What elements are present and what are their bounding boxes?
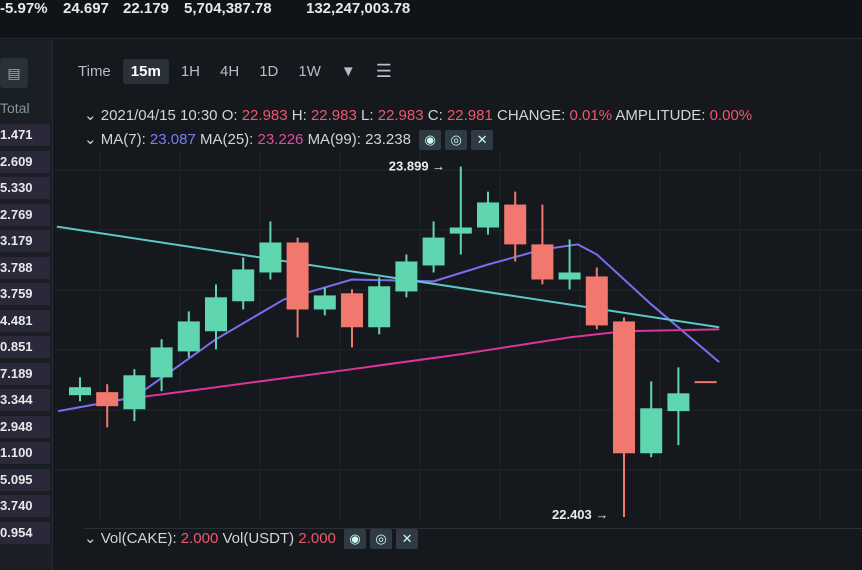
tab-time[interactable]: Time xyxy=(78,62,111,80)
ma7-value: 23.087 xyxy=(149,131,196,148)
order-book-total: 3.740 xyxy=(0,495,50,517)
candle-up xyxy=(395,261,418,292)
tab-1d[interactable]: 1D xyxy=(259,62,279,80)
settings-icon[interactable]: ◎ xyxy=(370,529,393,550)
total-header: Total xyxy=(0,100,30,116)
change-value: 0.01% xyxy=(569,107,613,124)
ticker-vol-quote: 132,247,003.78 xyxy=(306,0,411,17)
caret-down-icon[interactable]: ▼ xyxy=(340,62,356,80)
ma25-label: MA(25): xyxy=(199,131,254,148)
ohlc-legend: ⌄ 2021/04/15 10:30 O: 22.983 H: 22.983 L… xyxy=(84,106,752,124)
eye-icon[interactable]: ◉ xyxy=(419,130,442,151)
order-book-total: 2.769 xyxy=(0,203,50,226)
close-icon[interactable]: ✕ xyxy=(396,529,419,550)
candle-up xyxy=(558,272,581,280)
order-book-total: 0.954 xyxy=(0,521,50,544)
volume-legend: ⌄ Vol(CAKE): 2.000 Vol(USDT) 2.000 ◉ ◎ ✕ xyxy=(84,528,862,550)
settings-icon[interactable]: ◎ xyxy=(445,130,468,151)
candle-up xyxy=(150,347,173,378)
order-book-total: 2.609 xyxy=(0,150,50,173)
tab-1h[interactable]: 1H xyxy=(180,62,200,80)
ticker-change: -5.97% xyxy=(0,0,48,17)
price-annotation: 23.899 → xyxy=(389,159,445,174)
layout-icon: ▤ xyxy=(7,65,21,81)
candle-up xyxy=(477,202,499,228)
candle-up xyxy=(449,227,472,234)
candle-up xyxy=(640,408,663,454)
candle-down xyxy=(531,244,554,280)
candle-up xyxy=(667,393,690,412)
order-book-total: 5.330 xyxy=(0,177,50,199)
ticker-high: 24.697 xyxy=(63,0,109,17)
order-book: ▤ Total 1.471 2.609 5.330 2.769 3.179 3.788 3.… xyxy=(0,40,53,570)
low-value: 22.983 xyxy=(377,107,424,124)
ticker-vol-base: 5,704,387.78 xyxy=(184,0,272,17)
collapse-chevron-icon[interactable]: ⌄ xyxy=(84,107,97,124)
close-label: C: xyxy=(427,107,443,124)
candle-down xyxy=(341,293,363,328)
ma7-label: MA(7): xyxy=(100,131,146,148)
candle-down xyxy=(613,321,635,454)
order-book-total: 7.189 xyxy=(0,362,50,385)
candle-down xyxy=(286,242,309,310)
price-annotation: 22.403 → xyxy=(552,507,608,522)
order-book-total: 0.851 xyxy=(0,336,50,358)
vol-quote-label: Vol(USDT) xyxy=(222,530,295,547)
amplitude-value: 0.00% xyxy=(709,107,753,124)
candle-up xyxy=(259,242,282,273)
ma-line-ma99 xyxy=(56,225,720,329)
order-book-total: 1.100 xyxy=(0,442,50,464)
candle-up xyxy=(177,321,200,352)
order-book-total: 5.095 xyxy=(0,468,50,491)
candle-date: 2021/04/15 10:30 xyxy=(100,107,218,124)
close-icon[interactable]: ✕ xyxy=(471,130,494,151)
ma25-value: 23.226 xyxy=(257,131,304,148)
order-book-total: 3.759 xyxy=(0,283,50,305)
order-book-total: 1.471 xyxy=(0,124,50,146)
collapse-chevron-icon[interactable]: ⌄ xyxy=(84,530,97,547)
candle-down xyxy=(585,276,608,326)
order-book-total: 2.948 xyxy=(0,415,50,438)
candle-up xyxy=(123,375,146,410)
collapse-chevron-icon[interactable]: ⌄ xyxy=(84,131,97,148)
high-value: 22.983 xyxy=(310,107,357,124)
vol-quote-value: 2.000 xyxy=(298,530,336,547)
tab-15m[interactable]: 15m xyxy=(122,58,169,84)
ticker-bar: -5.97% 24.697 22.179 5,704,387.78 132,24… xyxy=(0,0,862,39)
order-book-total: 4.481 xyxy=(0,309,50,332)
ticker-low: 22.179 xyxy=(123,0,169,17)
sliders-icon[interactable]: ☰ xyxy=(375,60,392,81)
order-book-total: 3.788 xyxy=(0,256,50,279)
candle-up xyxy=(205,297,227,332)
ma-legend: ⌄ MA(7): 23.087 MA(25): 23.226 MA(99): 2… xyxy=(84,130,494,151)
close-value: 22.981 xyxy=(446,107,493,124)
candle-up xyxy=(232,269,255,302)
high-label: H: xyxy=(291,107,307,124)
candle-down xyxy=(504,204,527,245)
tab-4h[interactable]: 4H xyxy=(220,62,240,80)
candle-up xyxy=(368,286,391,328)
vol-base-value: 2.000 xyxy=(180,530,219,547)
ma99-label: MA(99): xyxy=(307,131,361,148)
order-book-total: 3.179 xyxy=(0,230,50,252)
order-book-layout-button[interactable]: ▤ xyxy=(0,58,28,88)
candle-up xyxy=(313,295,336,310)
candle-up xyxy=(69,387,91,396)
candle-down xyxy=(694,381,717,384)
candle-down xyxy=(96,392,119,407)
change-label: CHANGE: xyxy=(497,107,566,124)
vol-base-label: Vol(CAKE): xyxy=(100,530,177,547)
low-label: L: xyxy=(361,107,374,124)
open-label: O: xyxy=(221,107,238,124)
eye-icon[interactable]: ◉ xyxy=(344,529,367,550)
open-value: 22.983 xyxy=(241,107,288,124)
tab-1w[interactable]: 1W xyxy=(298,62,321,80)
order-book-total: 3.344 xyxy=(0,389,50,411)
ma99-value: 23.238 xyxy=(365,131,411,148)
ma-line-ma7 xyxy=(58,243,720,413)
candle-up xyxy=(422,237,445,266)
amplitude-label: AMPLITUDE: xyxy=(615,107,706,124)
interval-toolbar: Time 15m 1H 4H 1D 1W ▼ ☰ xyxy=(70,56,400,86)
